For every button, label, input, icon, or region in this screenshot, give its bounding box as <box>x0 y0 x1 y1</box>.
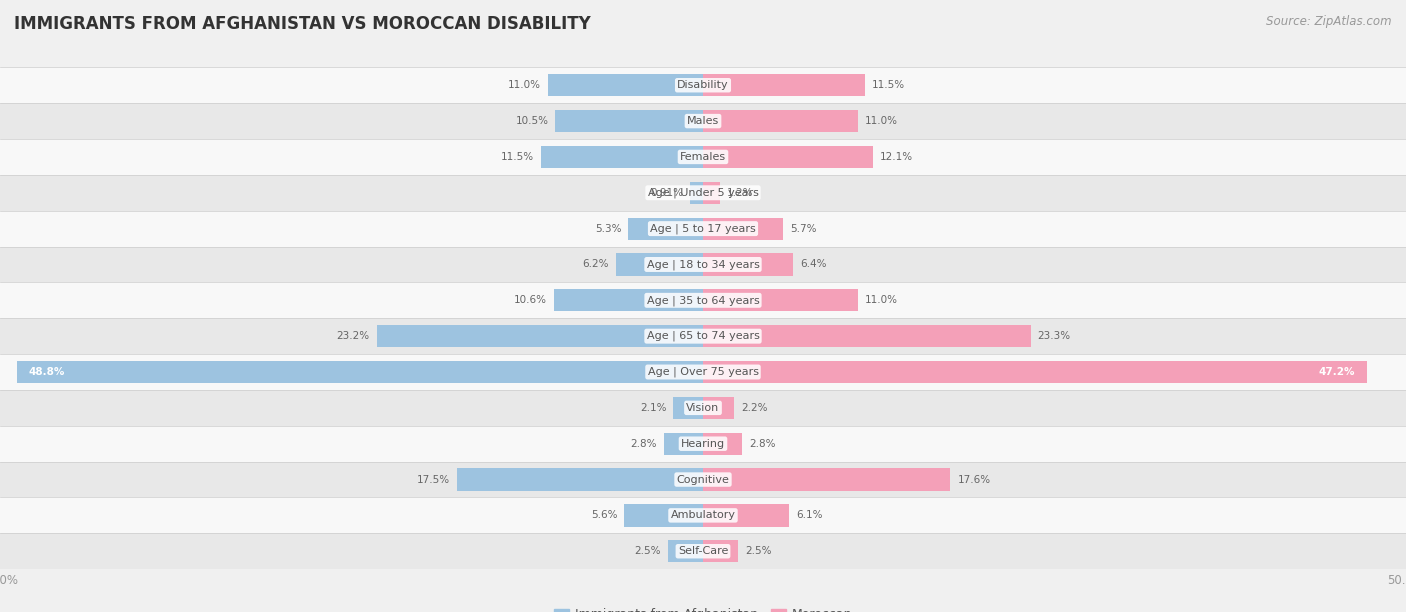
Bar <box>703 468 950 491</box>
Text: Age | 18 to 34 years: Age | 18 to 34 years <box>647 259 759 270</box>
Text: 47.2%: 47.2% <box>1319 367 1355 377</box>
Text: 17.5%: 17.5% <box>416 474 450 485</box>
Bar <box>703 74 865 96</box>
Bar <box>668 540 703 562</box>
Text: 2.5%: 2.5% <box>745 547 772 556</box>
Text: 12.1%: 12.1% <box>880 152 914 162</box>
Text: 11.5%: 11.5% <box>501 152 534 162</box>
Bar <box>0 175 1406 211</box>
Bar <box>690 182 703 204</box>
Text: 2.8%: 2.8% <box>749 439 776 449</box>
Text: Source: ZipAtlas.com: Source: ZipAtlas.com <box>1267 15 1392 28</box>
Bar <box>703 110 858 132</box>
Bar <box>703 397 734 419</box>
Legend: Immigrants from Afghanistan, Moroccan: Immigrants from Afghanistan, Moroccan <box>548 603 858 612</box>
Bar <box>0 282 1406 318</box>
Text: Age | 65 to 74 years: Age | 65 to 74 years <box>647 331 759 341</box>
Text: 11.0%: 11.0% <box>865 296 897 305</box>
Bar <box>377 325 703 347</box>
Text: Males: Males <box>688 116 718 126</box>
Bar <box>0 247 1406 282</box>
Text: 1.2%: 1.2% <box>727 188 754 198</box>
Bar <box>0 533 1406 569</box>
Text: 5.7%: 5.7% <box>790 223 817 234</box>
Text: 0.91%: 0.91% <box>650 188 683 198</box>
Text: 2.1%: 2.1% <box>640 403 666 413</box>
Text: 48.8%: 48.8% <box>28 367 65 377</box>
Text: 5.6%: 5.6% <box>591 510 617 520</box>
Text: 11.5%: 11.5% <box>872 80 905 90</box>
Bar <box>17 361 703 383</box>
Bar <box>703 540 738 562</box>
Text: 2.8%: 2.8% <box>630 439 657 449</box>
Text: 23.3%: 23.3% <box>1038 331 1071 341</box>
Text: Females: Females <box>681 152 725 162</box>
Bar <box>0 103 1406 139</box>
Bar <box>703 182 720 204</box>
Bar <box>0 318 1406 354</box>
Text: 10.6%: 10.6% <box>515 296 547 305</box>
Text: Self-Care: Self-Care <box>678 547 728 556</box>
Text: Age | Over 75 years: Age | Over 75 years <box>648 367 758 377</box>
Bar <box>548 74 703 96</box>
Text: IMMIGRANTS FROM AFGHANISTAN VS MOROCCAN DISABILITY: IMMIGRANTS FROM AFGHANISTAN VS MOROCCAN … <box>14 15 591 33</box>
Bar <box>628 217 703 240</box>
Bar <box>457 468 703 491</box>
Bar <box>0 67 1406 103</box>
Bar <box>0 354 1406 390</box>
Bar <box>703 361 1367 383</box>
Text: 17.6%: 17.6% <box>957 474 991 485</box>
Bar <box>703 253 793 275</box>
Bar <box>703 433 742 455</box>
Bar <box>554 289 703 312</box>
Text: 10.5%: 10.5% <box>516 116 548 126</box>
Text: 5.3%: 5.3% <box>595 223 621 234</box>
Text: Vision: Vision <box>686 403 720 413</box>
Bar <box>0 498 1406 533</box>
Bar <box>673 397 703 419</box>
Text: Ambulatory: Ambulatory <box>671 510 735 520</box>
Text: Disability: Disability <box>678 80 728 90</box>
Bar <box>703 146 873 168</box>
Bar <box>703 504 789 526</box>
Text: 23.2%: 23.2% <box>336 331 370 341</box>
Bar <box>624 504 703 526</box>
Bar <box>703 217 783 240</box>
Bar <box>0 139 1406 175</box>
Bar <box>0 426 1406 461</box>
Bar <box>703 325 1031 347</box>
Bar <box>0 211 1406 247</box>
Bar <box>664 433 703 455</box>
Text: 6.2%: 6.2% <box>582 259 609 269</box>
Text: 2.5%: 2.5% <box>634 547 661 556</box>
Text: Age | Under 5 years: Age | Under 5 years <box>648 187 758 198</box>
Text: Age | 5 to 17 years: Age | 5 to 17 years <box>650 223 756 234</box>
Text: Age | 35 to 64 years: Age | 35 to 64 years <box>647 295 759 305</box>
Text: Hearing: Hearing <box>681 439 725 449</box>
Bar <box>616 253 703 275</box>
Text: 11.0%: 11.0% <box>865 116 897 126</box>
Text: Cognitive: Cognitive <box>676 474 730 485</box>
Text: 11.0%: 11.0% <box>509 80 541 90</box>
Bar <box>541 146 703 168</box>
Bar <box>0 390 1406 426</box>
Bar <box>703 289 858 312</box>
Bar <box>555 110 703 132</box>
Text: 6.1%: 6.1% <box>796 510 823 520</box>
Text: 6.4%: 6.4% <box>800 259 827 269</box>
Bar <box>0 461 1406 498</box>
Text: 2.2%: 2.2% <box>741 403 768 413</box>
